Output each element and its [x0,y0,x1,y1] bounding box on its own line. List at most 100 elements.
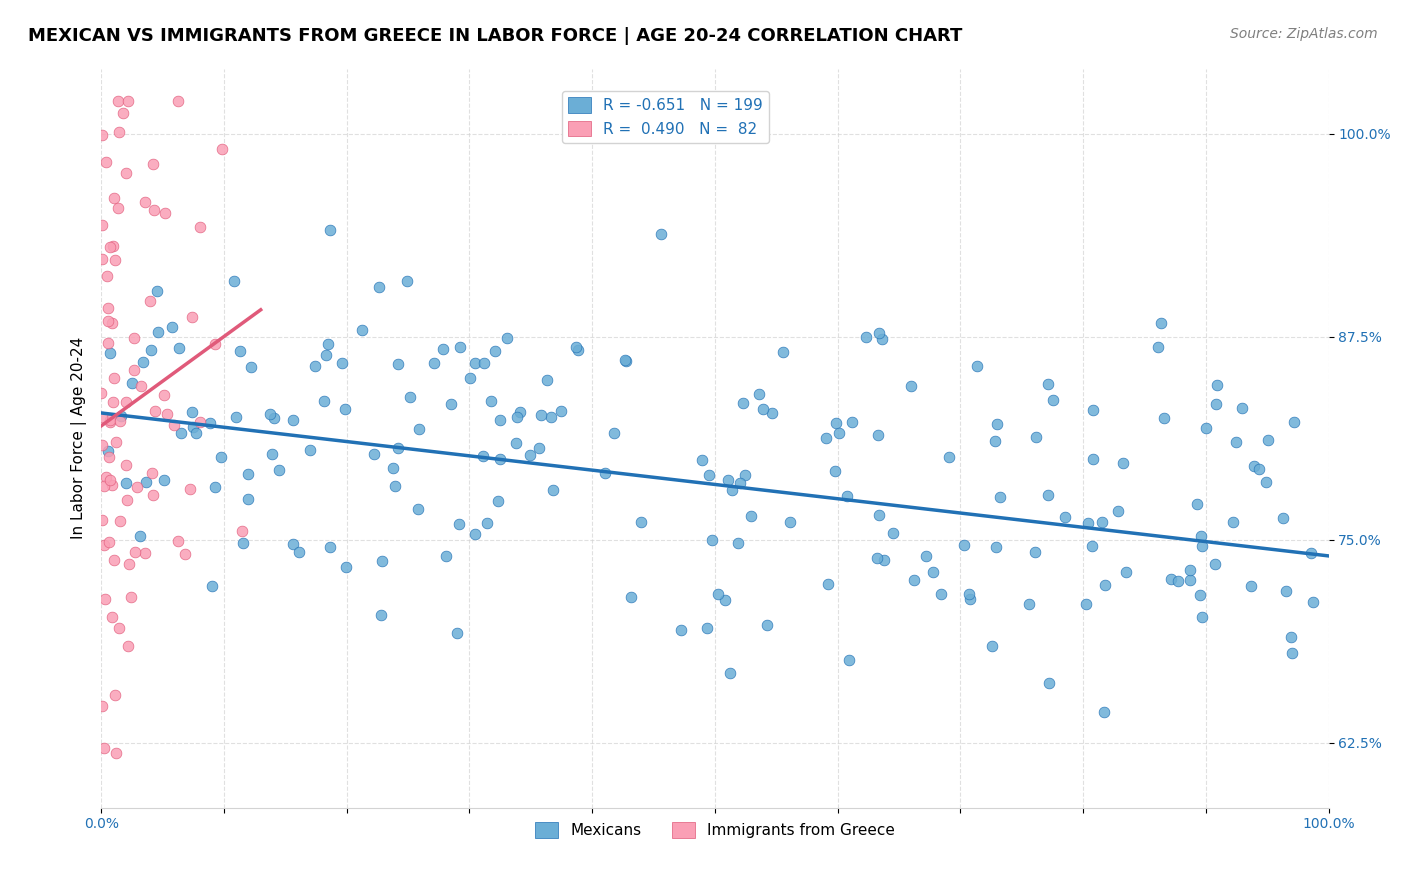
Point [129,379,152,393]
Point [825,416,848,430]
Point [1024,544,1046,558]
Text: Source: ZipAtlas.com: Source: ZipAtlas.com [1230,27,1378,41]
Y-axis label: In Labor Force | Age 20-24: In Labor Force | Age 20-24 [72,337,87,540]
Point [752,401,775,416]
Point [156,407,179,421]
Point [464,356,486,370]
Point [94,470,117,484]
Point [114,166,136,180]
Point [938,450,960,464]
Point [118,557,141,571]
Point [124,817,146,831]
Point [142,202,165,217]
Point [900,378,922,392]
Point [115,476,138,491]
Point [915,549,938,563]
Point [432,342,454,356]
Point [1185,497,1208,511]
Point [882,525,904,540]
Point [101,477,124,491]
Point [779,515,801,529]
Point [475,516,498,531]
Point [128,529,150,543]
Point [1279,630,1302,644]
Point [1036,488,1059,502]
Point [179,482,201,496]
Point [166,533,188,548]
Point [1254,475,1277,490]
Point [117,94,139,108]
Point [396,274,419,288]
Point [222,274,245,288]
Point [135,475,157,489]
Point [614,352,637,367]
Point [267,463,290,477]
Point [104,689,127,703]
Point [181,420,204,434]
Point [1107,504,1129,518]
Point [399,390,422,404]
Point [368,280,391,294]
Point [1195,421,1218,435]
Point [384,479,406,493]
Point [447,516,470,531]
Point [145,284,167,298]
Point [101,610,124,624]
Point [486,493,509,508]
Point [1094,578,1116,592]
Point [1225,435,1247,450]
Point [1188,588,1211,602]
Point [114,395,136,409]
Point [690,452,713,467]
Point [94,843,117,857]
Point [472,356,495,370]
Point [304,359,326,373]
Point [104,746,127,760]
Point [756,617,779,632]
Point [1257,433,1279,447]
Point [94,155,117,169]
Point [984,434,1007,448]
Point [1247,461,1270,475]
Point [406,502,429,516]
Point [91,699,114,714]
Point [519,448,541,462]
Point [315,348,337,362]
Point [1025,430,1047,444]
Point [108,414,131,428]
Point [146,326,169,340]
Point [91,252,114,267]
Point [350,323,373,337]
Point [630,515,652,529]
Point [188,415,211,429]
Point [330,356,353,370]
Point [204,336,226,351]
Point [1149,316,1171,330]
Point [90,410,112,425]
Point [697,468,720,483]
Legend: Mexicans, Immigrants from Greece: Mexicans, Immigrants from Greece [529,816,901,845]
Point [231,524,253,538]
Point [460,370,482,384]
Point [166,94,188,108]
Point [90,219,112,233]
Point [204,480,226,494]
Point [281,537,304,551]
Point [669,623,692,637]
Point [868,326,890,340]
Point [728,475,751,490]
Point [101,394,124,409]
Point [370,608,392,623]
Point [828,426,851,441]
Point [299,442,322,457]
Point [167,341,190,355]
Point [446,625,468,640]
Point [314,394,336,409]
Point [731,396,754,410]
Point [96,335,118,350]
Point [1081,540,1104,554]
Point [225,410,247,425]
Point [903,573,925,587]
Point [142,488,165,502]
Point [714,593,737,607]
